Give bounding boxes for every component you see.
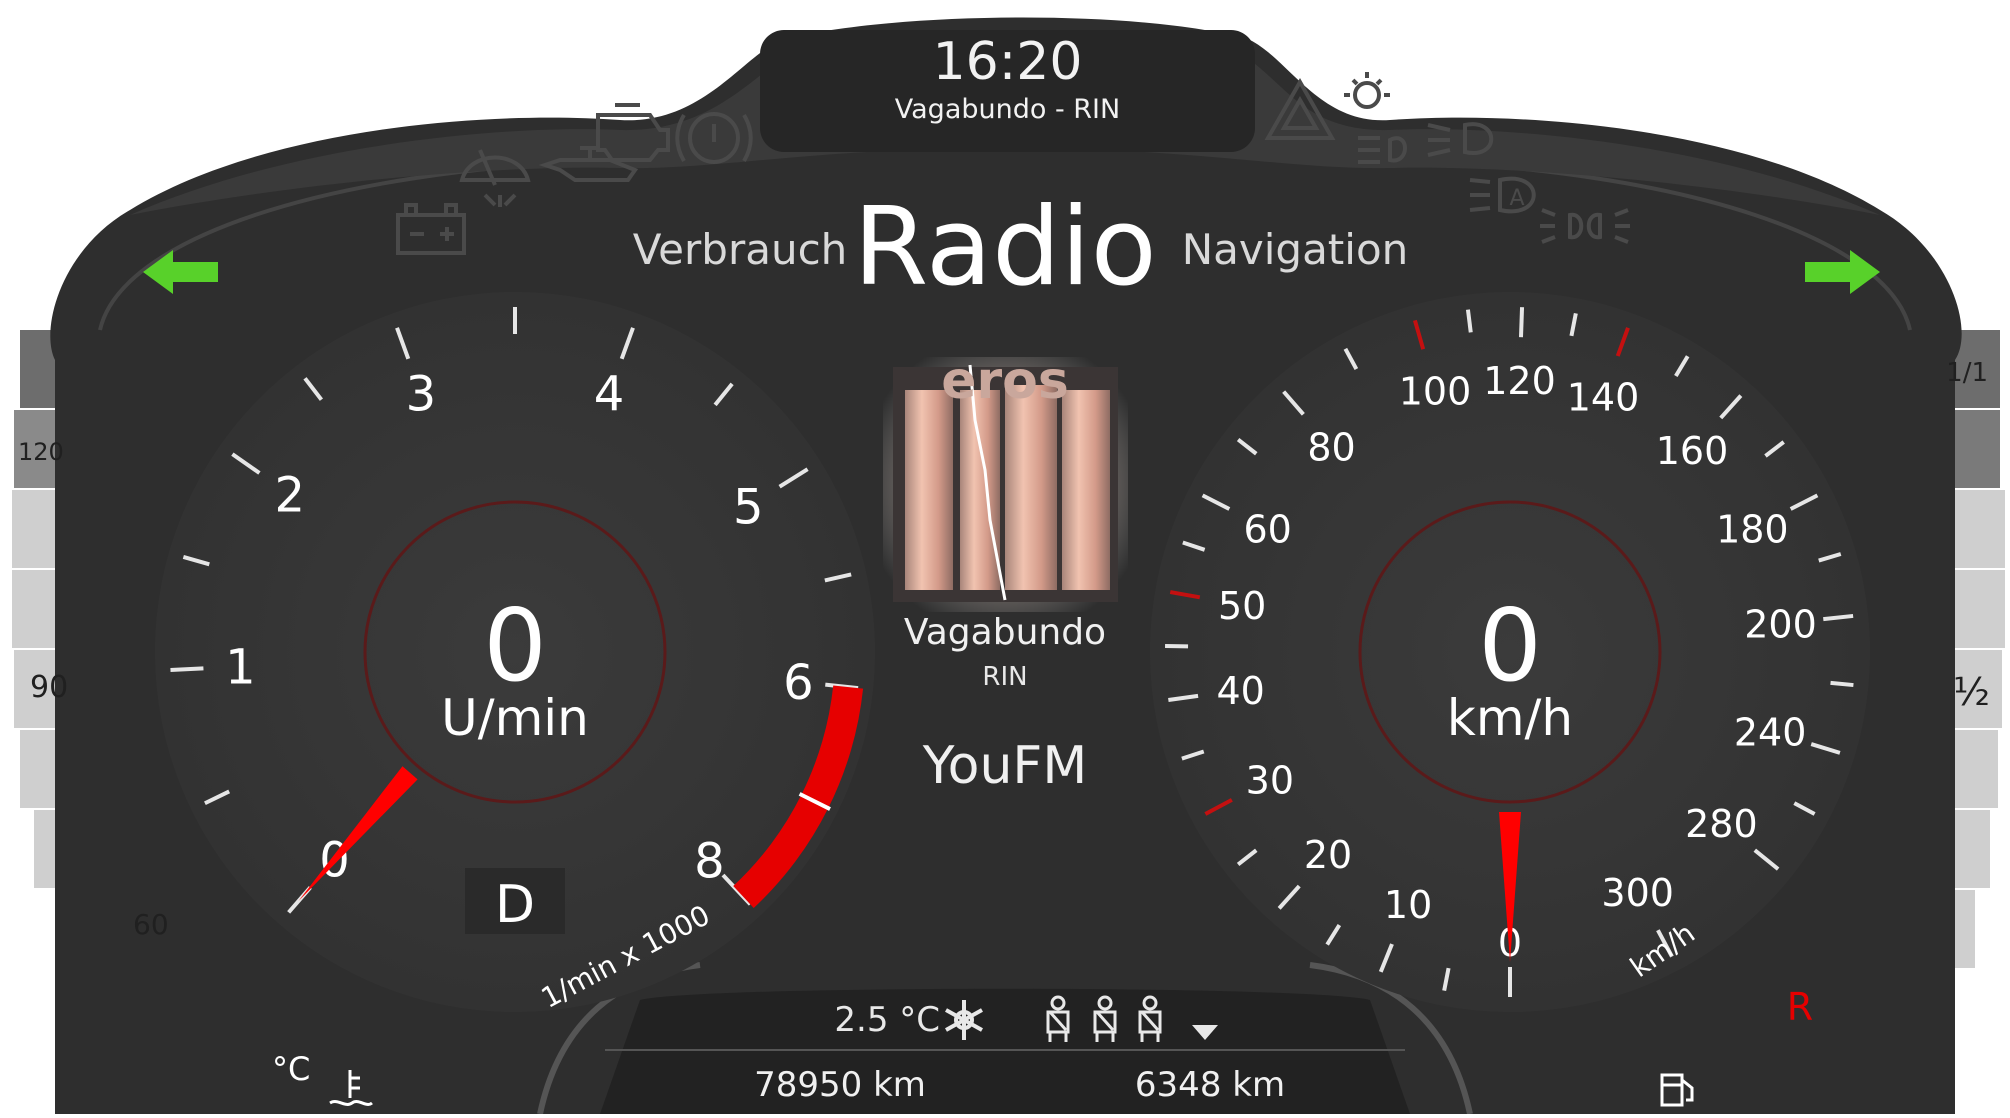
tach-label: 2 [274,467,305,523]
speed-label: 40 [1216,669,1264,713]
speed-label: 10 [1384,883,1432,927]
speed-label: 80 [1307,426,1355,470]
speed-tick [1468,310,1471,333]
tach-label: 6 [783,655,814,711]
speed-label: 50 [1218,584,1266,628]
tab-radio[interactable]: Radio [850,188,1160,308]
tach-label: 5 [733,479,764,535]
speed-label: 140 [1567,375,1640,419]
speed-label: 60 [1243,508,1291,552]
tach-label: 4 [594,367,625,423]
tach-label: 8 [694,833,725,889]
speed-label: 240 [1734,711,1807,755]
speed-value: 0 [1478,587,1542,704]
speed-tick [1831,683,1854,685]
svg-text:A: A [1509,186,1524,211]
clock: 16:20 [760,30,1255,94]
trip-meter: 6348 km [1060,1063,1360,1107]
speed-label: 30 [1246,759,1294,803]
now-playing-title: Vagabundo - RIN [760,92,1255,128]
speed-label: 120 [1483,359,1556,403]
track-title: Vagabundo [855,610,1155,656]
tab-verbrauch[interactable]: Verbrauch [620,222,860,278]
album-art-word: eros [941,351,1069,411]
speed-label: 200 [1744,603,1817,647]
tach-tick [170,668,203,670]
outside-temperature: 2.5 °C [800,998,940,1042]
light-sensor-icon [1344,72,1390,107]
tab-navigation[interactable]: Navigation [1175,222,1415,278]
track-artist: RIN [855,660,1155,694]
fuel-reserve-marker: R [1780,985,1820,1029]
gear-indicator: D [495,875,535,935]
radio-station: YouFM [855,735,1155,797]
album-art: eros [883,351,1128,612]
speed-label: 180 [1716,508,1789,552]
rpm-unit: U/min [441,689,589,747]
speed-label: 300 [1601,871,1674,915]
speed-label: 160 [1656,429,1729,473]
speed-label: 20 [1304,833,1352,877]
tach-label: 3 [406,367,437,423]
odometer: 78950 km [690,1063,990,1107]
coolant-unit: °C [272,1050,332,1088]
coolant-label-120: 120 [18,438,78,466]
speed-label: 280 [1685,802,1758,846]
coolant-label-90: 90 [30,670,90,705]
fuel-label-half: ½ [1930,670,1990,714]
tach-label: 1 [225,639,256,695]
fuel-label-full: 1/1 [1928,358,1988,388]
rpm-value: 0 [483,587,547,704]
speed-unit: km/h [1447,689,1573,747]
coolant-label-60: 60 [133,908,193,941]
speed-label: 100 [1399,370,1472,414]
speed-tick [1521,307,1522,337]
